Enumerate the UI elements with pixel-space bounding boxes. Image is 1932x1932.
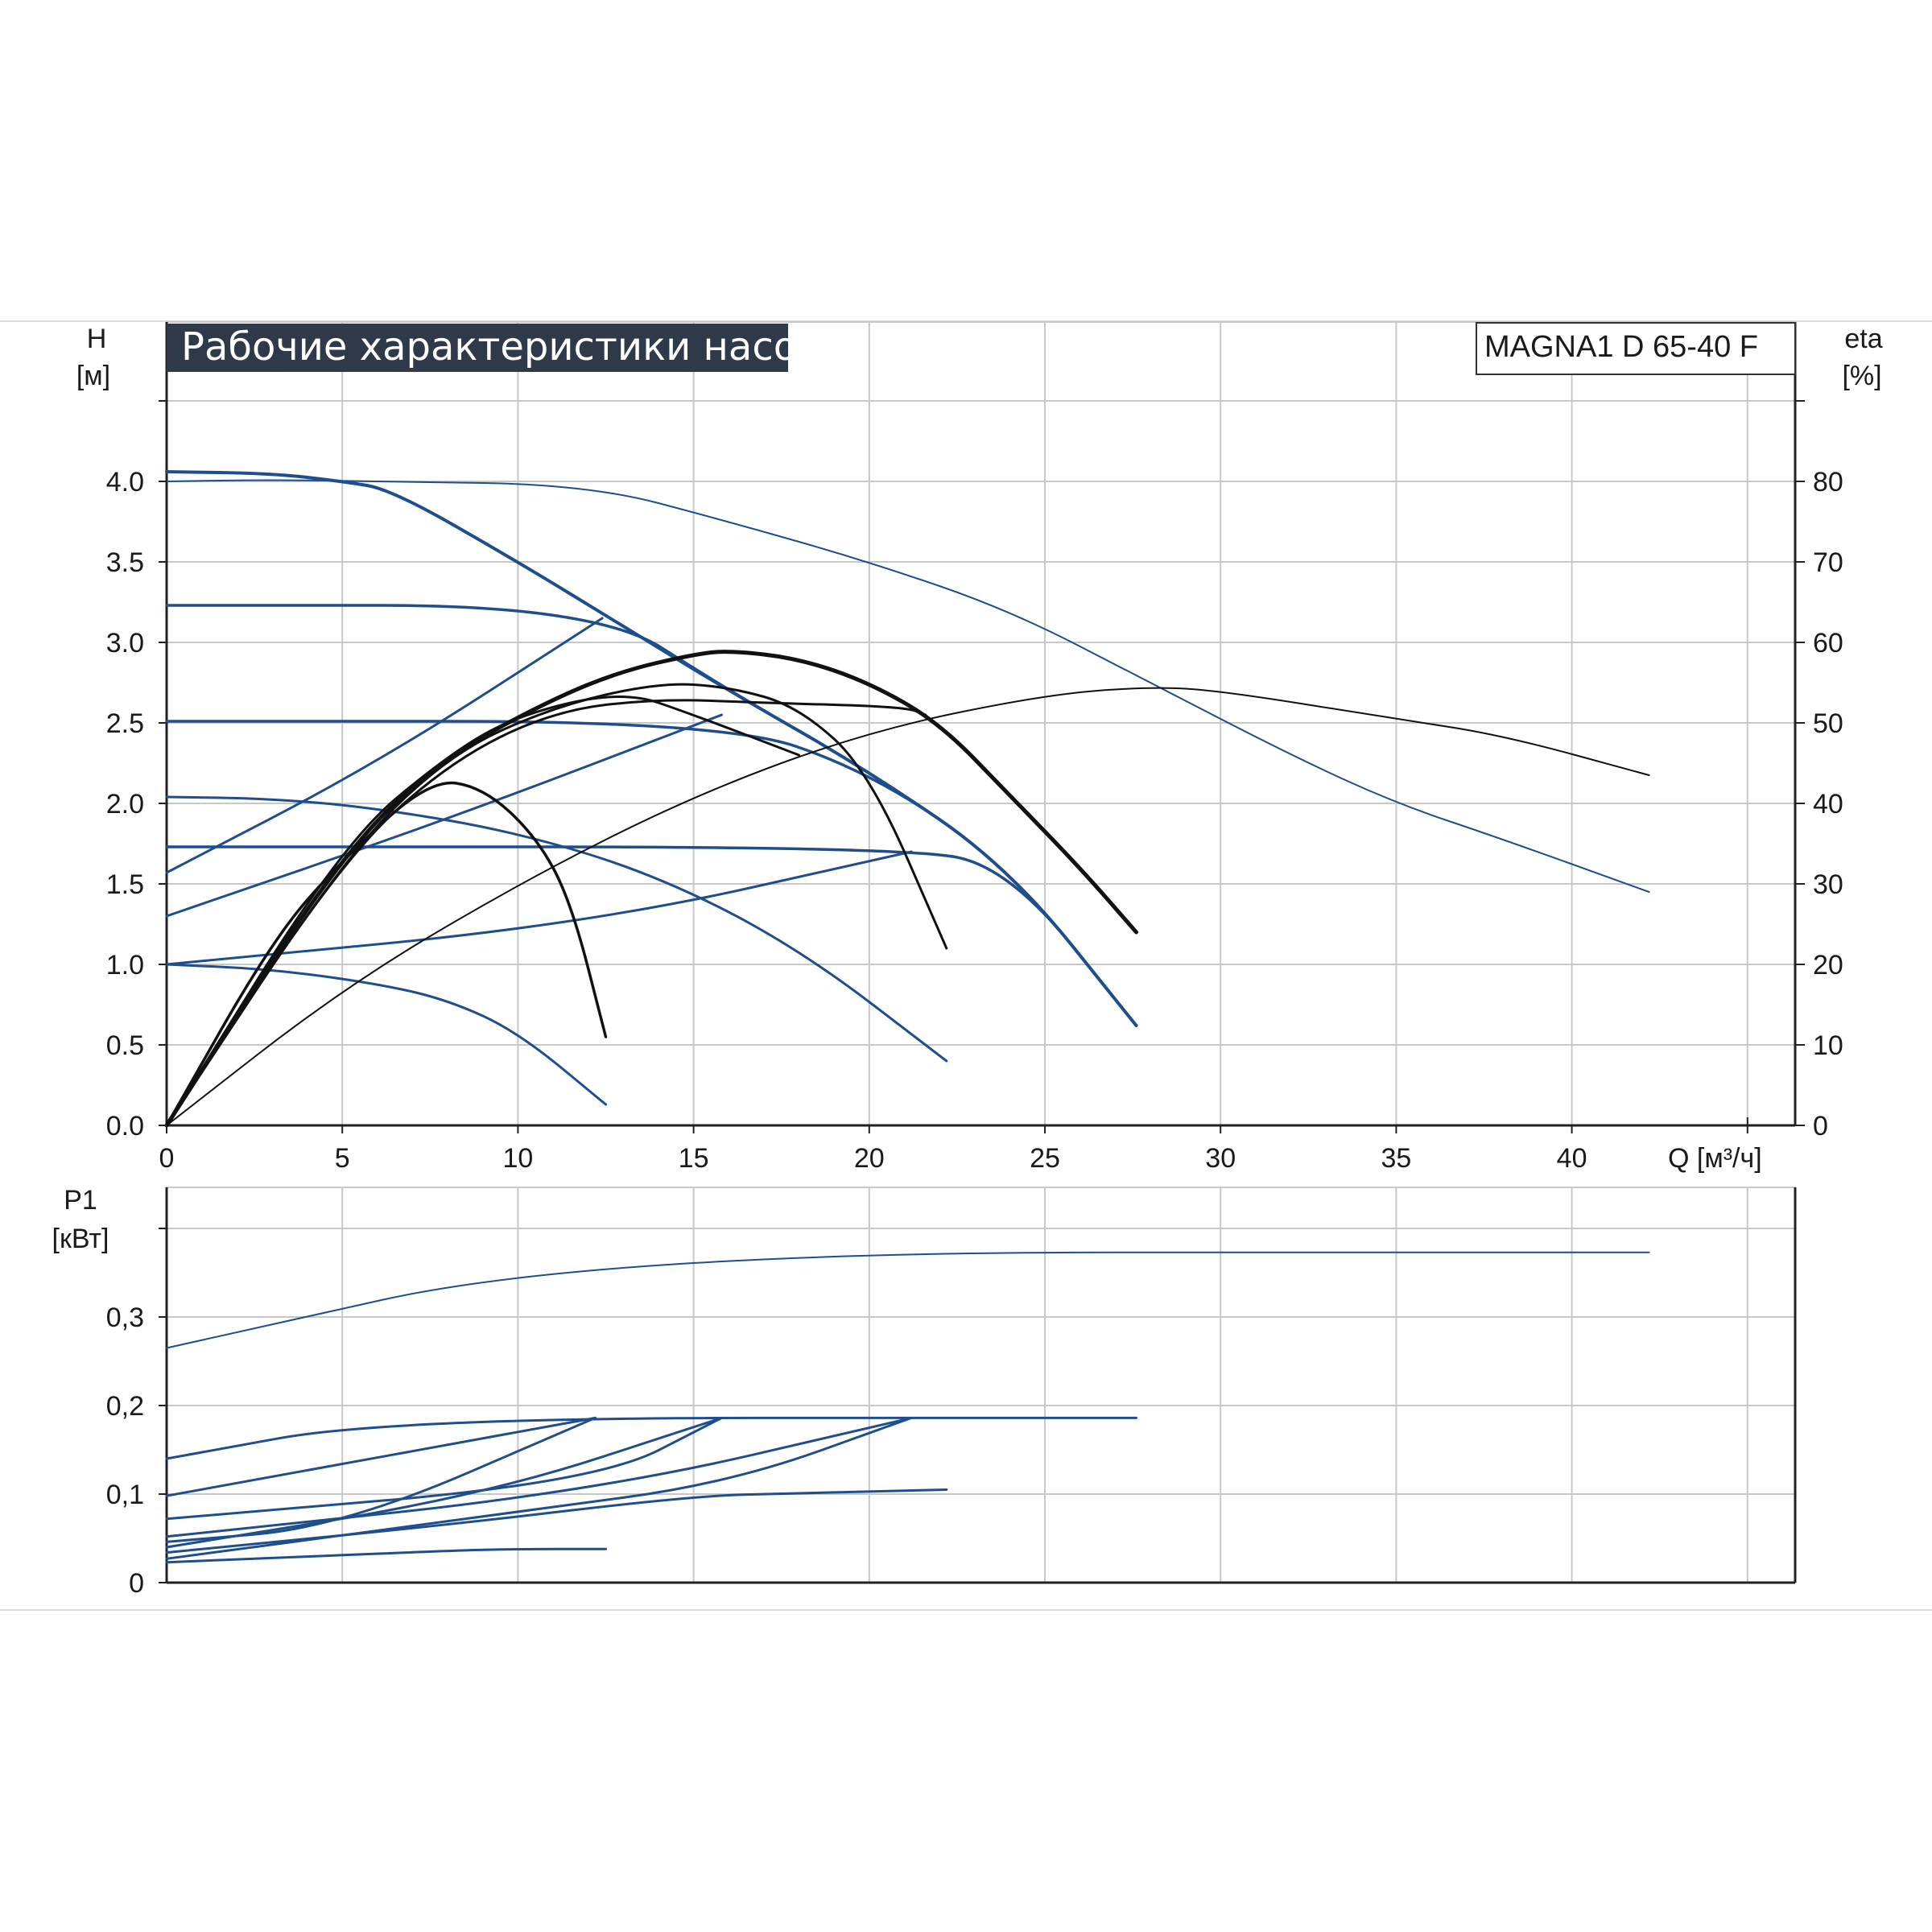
head-curve-6 [165,963,607,1106]
power-curve-4 [165,1416,913,1538]
head-series-layer [164,470,1650,1128]
q-tick-label: 0 [159,1143,175,1174]
eta-tick-label: 80 [1813,467,1843,497]
q-tick-label: 35 [1381,1143,1411,1174]
h-axis-unit: [м] [76,361,110,391]
q-tick-label: 25 [1030,1143,1060,1174]
power-series-layer [165,1251,1650,1564]
power-grid [165,1187,1797,1584]
power-curve-2 [165,1416,597,1497]
head-curve-1 [165,470,1138,1027]
h-tick-label: 1.5 [106,869,144,900]
eta-tick-label: 30 [1813,869,1843,900]
p1-tick-label: 0,2 [106,1391,144,1422]
head-ticks-layer: 0 5 10 15 20 25 30 35 40 0.0 0.5 1.0 1.5 2.0 2.5 3.0 3.5… [106,400,1843,1174]
eta-axis-title: eta [1844,324,1882,354]
model-box [1476,322,1796,375]
eta-tick-label: 40 [1813,789,1843,819]
head-curve-2 [165,604,1138,1027]
h-tick-label: 3.0 [106,628,144,658]
eta-tick-label: 10 [1813,1030,1843,1061]
title-box [167,324,788,372]
q-tick-label: 15 [679,1143,709,1174]
head-curve-9 [165,617,604,874]
power-plot-frame [166,1187,1796,1583]
power-curve-5 [165,1416,597,1543]
eta-axis-unit: [%] [1842,361,1881,391]
q-tick-label: 30 [1205,1143,1236,1174]
head-curve-4 [165,845,1138,1027]
p1-tick-label: 0 [129,1568,144,1599]
q-tick-label: 10 [502,1143,533,1174]
eta-tick-label: 50 [1813,708,1843,739]
power-curve-0 [166,1251,1650,1349]
h-tick-label: 2.0 [106,789,144,819]
h-tick-label: 4.0 [106,467,144,497]
eta-curve-12 [165,699,927,1127]
h-axis-title: H [87,324,107,354]
head-curve-0 [166,479,1650,893]
q-tick-label: 40 [1557,1143,1587,1174]
q-axis-title: Q [м³/ч] [1668,1143,1762,1174]
chart-title: Рабочие характеристики насоса [181,324,842,369]
eta-curve-10 [166,687,1650,1126]
power-curve-3 [165,1416,723,1521]
h-tick-label: 2.5 [106,708,144,739]
head-curve-3 [165,720,1138,1027]
q-tick-label: 5 [335,1143,350,1174]
power-curve-8 [165,1416,913,1560]
head-curve-8 [165,713,723,918]
head-grid [165,321,1797,1127]
h-tick-label: 0.5 [106,1030,144,1061]
power-curve-7 [165,1488,948,1554]
p1-axis-title: P1 [64,1185,97,1216]
model-label: MAGNA1 D 65-40 F [1484,330,1758,364]
h-tick-label: 0.0 [106,1111,144,1141]
eta-tick-label: 70 [1813,547,1843,578]
p1-tick-label: 0,1 [106,1480,144,1510]
h-tick-label: 3.5 [106,547,144,578]
eta-tick-label: 20 [1813,950,1843,980]
eta-tick-label: 0 [1813,1111,1828,1141]
power-curve-1 [165,1416,1137,1460]
power-curve-9 [165,1547,607,1564]
eta-curve-15 [165,781,608,1127]
p1-axis-unit: [кВт] [52,1224,109,1254]
power-ticks-layer: 0 0,1 0,2 0,3 [106,1228,167,1599]
head-curve-5 [165,795,948,1063]
p1-tick-label: 0,3 [106,1302,144,1333]
eta-curve-14 [165,696,800,1127]
q-tick-label: 20 [854,1143,885,1174]
eta-curve-13 [165,683,948,1127]
eta-tick-label: 60 [1813,628,1843,658]
h-tick-label: 1.0 [106,950,144,980]
head-curve-7 [165,850,913,966]
power-curve-6 [165,1416,723,1549]
